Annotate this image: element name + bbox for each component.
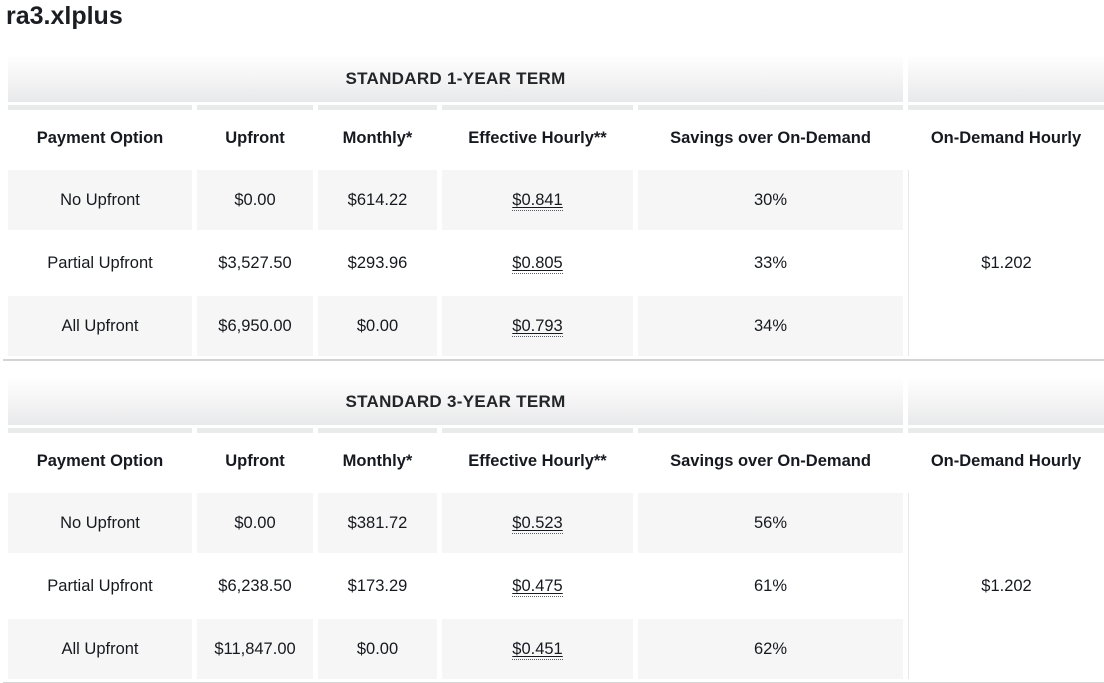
- savings-cell: 56%: [638, 493, 903, 553]
- pricing-table-3-year: STANDARD 3-YEAR TERM Payment Option Upfr…: [3, 376, 1104, 683]
- column-header-row: Payment Option Upfront Monthly* Effectiv…: [8, 105, 1104, 167]
- table-row: No Upfront $0.00 $614.22 $0.841 30% $1.2…: [8, 170, 1104, 356]
- monthly-cell: $614.22: [318, 170, 437, 230]
- table-row: Partial Upfront $3,527.50 $293.96 $0.805…: [8, 233, 1104, 293]
- banner-row: STANDARD 3-YEAR TERM: [8, 379, 1104, 425]
- effective-hourly-tooltip-link[interactable]: $0.475: [512, 576, 563, 597]
- col-header-on-demand-hourly: On-Demand Hourly: [908, 105, 1104, 167]
- upfront-cell: $6,950.00: [197, 296, 313, 356]
- upfront-cell: $11,847.00: [197, 619, 313, 679]
- col-header-savings: Savings over On-Demand: [638, 428, 903, 490]
- payment-option-cell: All Upfront: [8, 296, 192, 356]
- table-banner-title: STANDARD 1-YEAR TERM: [8, 56, 903, 102]
- effective-hourly-cell: $0.451: [442, 619, 633, 679]
- col-header-upfront: Upfront: [197, 428, 313, 490]
- table-banner-spacer: [908, 56, 1104, 102]
- upfront-cell: $0.00: [197, 170, 313, 230]
- col-header-payment-option: Payment Option: [8, 105, 192, 167]
- col-header-monthly: Monthly*: [318, 428, 437, 490]
- col-header-payment-option: Payment Option: [8, 428, 192, 490]
- on-demand-hourly-cell: $1.202: [908, 170, 1104, 356]
- banner-row: STANDARD 1-YEAR TERM: [8, 56, 1104, 102]
- col-header-effective-hourly: Effective Hourly**: [442, 105, 633, 167]
- monthly-cell: $0.00: [318, 296, 437, 356]
- payment-option-cell: No Upfront: [8, 493, 192, 553]
- monthly-cell: $381.72: [318, 493, 437, 553]
- savings-cell: 61%: [638, 556, 903, 616]
- column-header-row: Payment Option Upfront Monthly* Effectiv…: [8, 428, 1104, 490]
- col-header-on-demand-hourly: On-Demand Hourly: [908, 428, 1104, 490]
- effective-hourly-tooltip-link[interactable]: $0.793: [512, 316, 563, 337]
- upfront-cell: $0.00: [197, 493, 313, 553]
- page-title: ra3.xlplus: [6, 2, 123, 30]
- upfront-cell: $3,527.50: [197, 233, 313, 293]
- pricing-table-1-year: STANDARD 1-YEAR TERM Payment Option Upfr…: [3, 53, 1104, 361]
- col-header-upfront: Upfront: [197, 105, 313, 167]
- effective-hourly-tooltip-link[interactable]: $0.841: [512, 190, 563, 211]
- table-row: All Upfront $6,950.00 $0.00 $0.793 34%: [8, 296, 1104, 356]
- effective-hourly-tooltip-link[interactable]: $0.523: [512, 513, 563, 534]
- monthly-cell: $293.96: [318, 233, 437, 293]
- table-row: Partial Upfront $6,238.50 $173.29 $0.475…: [8, 556, 1104, 616]
- payment-option-cell: No Upfront: [8, 170, 192, 230]
- on-demand-hourly-cell: $1.202: [908, 493, 1104, 679]
- savings-cell: 62%: [638, 619, 903, 679]
- col-header-savings: Savings over On-Demand: [638, 105, 903, 167]
- effective-hourly-cell: $0.793: [442, 296, 633, 356]
- effective-hourly-cell: $0.475: [442, 556, 633, 616]
- savings-cell: 33%: [638, 233, 903, 293]
- effective-hourly-tooltip-link[interactable]: $0.805: [512, 253, 563, 274]
- col-header-monthly: Monthly*: [318, 105, 437, 167]
- savings-cell: 30%: [638, 170, 903, 230]
- effective-hourly-cell: $0.805: [442, 233, 633, 293]
- upfront-cell: $6,238.50: [197, 556, 313, 616]
- effective-hourly-cell: $0.841: [442, 170, 633, 230]
- effective-hourly-cell: $0.523: [442, 493, 633, 553]
- savings-cell: 34%: [638, 296, 903, 356]
- table-row: No Upfront $0.00 $381.72 $0.523 56% $1.2…: [8, 493, 1104, 679]
- payment-option-cell: All Upfront: [8, 619, 192, 679]
- payment-option-cell: Partial Upfront: [8, 556, 192, 616]
- monthly-cell: $173.29: [318, 556, 437, 616]
- table-banner-spacer: [908, 379, 1104, 425]
- table-banner-title: STANDARD 3-YEAR TERM: [8, 379, 903, 425]
- payment-option-cell: Partial Upfront: [8, 233, 192, 293]
- monthly-cell: $0.00: [318, 619, 437, 679]
- col-header-effective-hourly: Effective Hourly**: [442, 428, 633, 490]
- table-row: All Upfront $11,847.00 $0.00 $0.451 62%: [8, 619, 1104, 679]
- effective-hourly-tooltip-link[interactable]: $0.451: [512, 639, 563, 660]
